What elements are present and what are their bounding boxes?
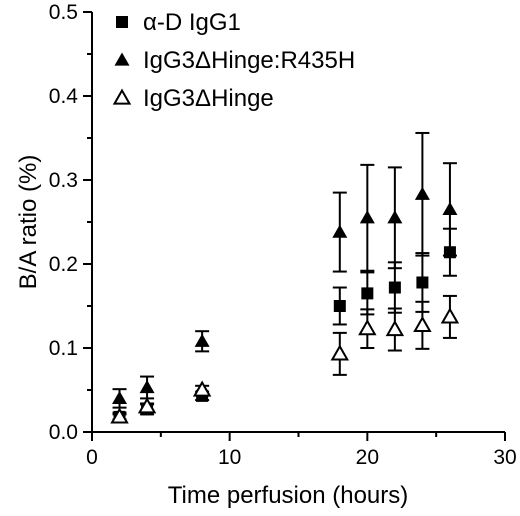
data-point: [385, 320, 405, 337]
x-ticks: 0 10 20 30: [86, 432, 517, 469]
y-tick-label: 0.0: [49, 421, 78, 444]
data-point: [192, 380, 212, 397]
data-points: [110, 186, 460, 424]
y-axis-label: B/A ratio (%): [15, 155, 42, 290]
data-point: [440, 307, 460, 324]
data-point: [330, 344, 350, 361]
legend-marker: [114, 52, 130, 66]
data-point: [359, 210, 375, 224]
x-tick-label: 0: [86, 446, 98, 469]
data-point: [139, 379, 155, 394]
data-point: [443, 246, 456, 259]
data-point: [387, 210, 403, 224]
y-tick-label: 0.4: [49, 85, 79, 108]
x-axis-label: Time perfusion (hours): [168, 482, 409, 509]
legend-label: α-D IgG1: [143, 9, 241, 36]
data-point: [112, 390, 128, 405]
legend: α-D IgG1 IgG3ΔHinge:R435H IgG3ΔHinge: [112, 9, 355, 112]
data-point: [413, 315, 432, 332]
data-point: [333, 300, 346, 312]
data-point: [110, 407, 129, 424]
x-tick-label: 30: [493, 446, 516, 469]
legend-label: IgG3ΔHinge: [143, 85, 274, 112]
y-tick-label: 0.3: [49, 169, 78, 192]
data-point: [361, 287, 374, 300]
data-point: [332, 224, 348, 238]
data-point: [137, 397, 157, 414]
data-point: [388, 281, 401, 294]
y-tick-label: 0.1: [49, 337, 78, 360]
data-point: [194, 333, 210, 347]
data-point: [414, 186, 430, 200]
x-tick-label: 10: [218, 446, 241, 469]
data-point: [358, 319, 377, 336]
y-tick-label: 0.5: [49, 1, 78, 24]
x-tick-label: 20: [356, 446, 379, 469]
legend-label: IgG3ΔHinge:R435H: [143, 47, 355, 74]
data-point: [442, 201, 458, 216]
data-point: [416, 276, 429, 289]
legend-marker: [116, 16, 128, 28]
legend-marker: [112, 88, 132, 105]
axes: [91, 12, 505, 433]
y-tick-label: 0.2: [49, 253, 78, 276]
error-bars: [112, 131, 457, 423]
y-ticks: 0.0 0.1 0.2 0.3 0.4 0.5: [49, 1, 92, 444]
